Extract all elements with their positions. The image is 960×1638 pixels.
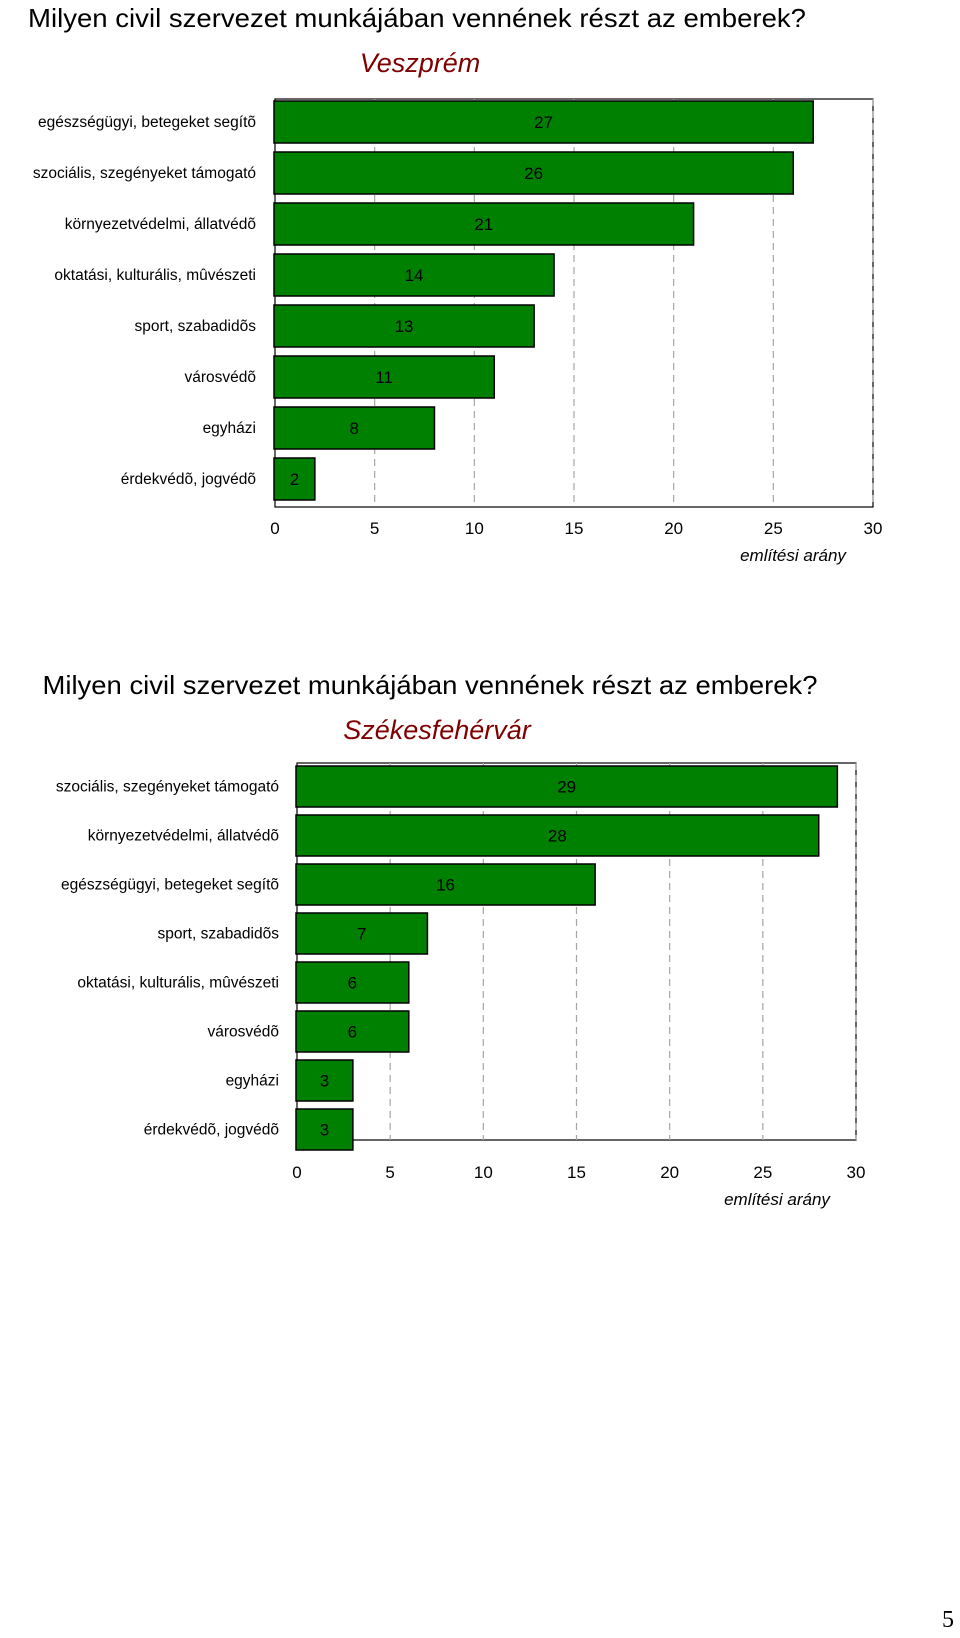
- category-label: egyházi: [203, 420, 256, 437]
- chart-szekesfehervar: Milyen civil szervezet munkájában vennén…: [43, 670, 866, 1209]
- x-tick-label: 5: [385, 1163, 394, 1182]
- category-label: egészségügyi, betegeket segítõ: [61, 877, 279, 894]
- category-label: érdekvédõ, jogvédõ: [121, 471, 256, 488]
- bar: [295, 1010, 410, 1053]
- data-label: 2: [290, 470, 299, 489]
- chart-subtitle: Veszprém: [360, 48, 481, 78]
- x-tick-label: 20: [664, 519, 683, 538]
- data-label: 11: [375, 368, 393, 387]
- category-label: szociális, szegényeket támogató: [56, 779, 279, 796]
- chart-title: Milyen civil szervezet munkájában vennén…: [28, 3, 806, 33]
- x-tick-label: 30: [864, 519, 883, 538]
- bar: [295, 814, 820, 857]
- category-label: egészségügyi, betegeket segítõ: [38, 114, 256, 131]
- x-axis-label: említési arány: [724, 1190, 831, 1209]
- x-tick-label: 15: [565, 519, 584, 538]
- bar: [273, 202, 695, 246]
- data-label: 28: [548, 827, 567, 846]
- bar: [273, 253, 555, 297]
- category-label: városvédõ: [184, 369, 256, 386]
- x-tick-label: 10: [465, 519, 484, 538]
- chart-title: Milyen civil szervezet munkájában vennén…: [43, 670, 818, 700]
- category-label: szociális, szegényeket támogató: [33, 165, 256, 182]
- data-label: 3: [320, 1121, 329, 1140]
- x-axis-label: említési arány: [740, 546, 847, 565]
- x-tick-label: 5: [370, 519, 379, 538]
- category-label: sport, szabadidõs: [135, 318, 257, 335]
- category-label: környezetvédelmi, állatvédõ: [65, 216, 256, 233]
- data-label: 3: [320, 1072, 329, 1091]
- data-label: 21: [474, 215, 493, 234]
- data-label: 16: [436, 876, 455, 895]
- page-number: 5: [942, 1607, 954, 1633]
- bar: [295, 765, 839, 808]
- category-label: oktatási, kulturális, mûvészeti: [54, 267, 256, 284]
- category-label: városvédõ: [207, 1024, 279, 1041]
- x-tick-label: 0: [270, 519, 279, 538]
- bar: [295, 912, 429, 955]
- x-tick-label: 25: [764, 519, 783, 538]
- category-label: oktatási, kulturális, mûvészeti: [77, 975, 279, 992]
- bar: [295, 961, 410, 1004]
- data-label: 26: [524, 164, 543, 183]
- x-tick-label: 0: [292, 1163, 301, 1182]
- bar: [273, 406, 436, 450]
- chart-subtitle: Székesfehérvár: [343, 715, 532, 745]
- bar: [295, 1059, 354, 1102]
- bar: [273, 457, 316, 501]
- bar: [295, 1108, 354, 1151]
- data-label: 27: [534, 113, 553, 132]
- bar: [273, 355, 496, 399]
- data-label: 29: [557, 778, 576, 797]
- x-tick-label: 10: [474, 1163, 493, 1182]
- bar: [273, 151, 795, 195]
- data-label: 6: [348, 974, 357, 993]
- x-tick-label: 25: [753, 1163, 772, 1182]
- data-label: 14: [405, 266, 424, 285]
- data-label: 13: [395, 317, 414, 336]
- data-label: 7: [357, 925, 366, 944]
- bar: [273, 304, 535, 348]
- bar: [273, 100, 814, 144]
- data-label: 8: [349, 419, 358, 438]
- category-label: sport, szabadidõs: [158, 926, 280, 943]
- chart-veszprem: Milyen civil szervezet munkájában vennén…: [28, 3, 883, 565]
- x-tick-label: 15: [567, 1163, 586, 1182]
- bar: [295, 863, 596, 906]
- data-label: 6: [348, 1023, 357, 1042]
- category-label: környezetvédelmi, állatvédõ: [88, 828, 279, 845]
- x-tick-label: 30: [847, 1163, 866, 1182]
- category-label: érdekvédõ, jogvédõ: [144, 1122, 279, 1139]
- category-label: egyházi: [226, 1073, 279, 1090]
- x-tick-label: 20: [660, 1163, 679, 1182]
